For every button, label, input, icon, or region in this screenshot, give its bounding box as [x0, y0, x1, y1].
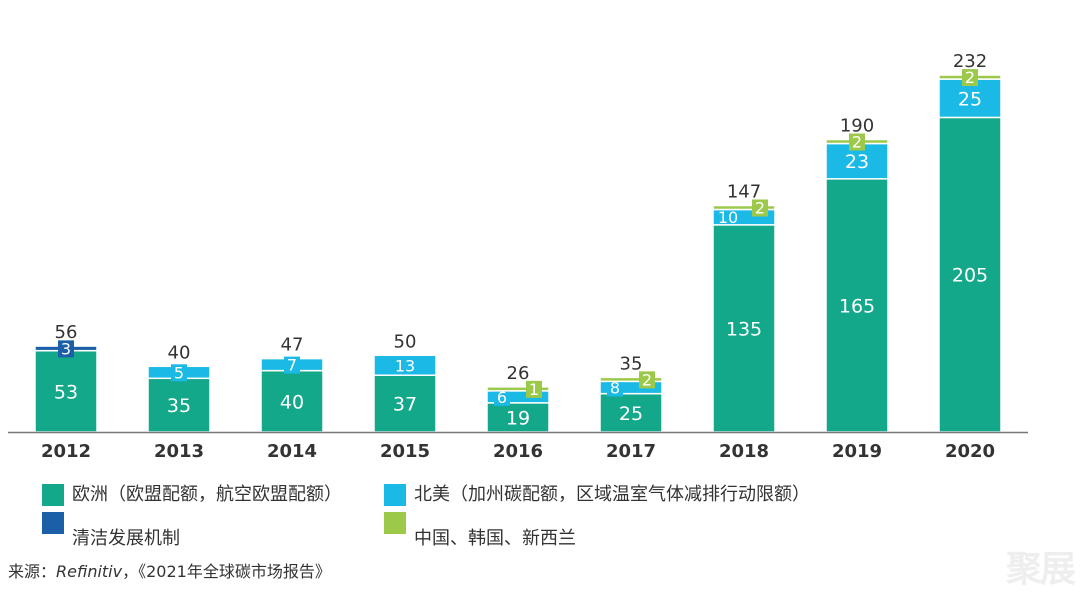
bar-segment: [486, 402, 550, 433]
data-label: 10: [718, 208, 738, 227]
legend-item-north-america: 北美（加州碳配额，区域温室气体减排行动限额）: [384, 484, 810, 506]
total-label: 56: [55, 322, 78, 343]
x-tick-label: 2017: [606, 441, 656, 462]
data-label: 6: [497, 388, 507, 407]
bar-segment: [938, 116, 1002, 433]
source-sep: ，: [122, 562, 139, 581]
x-tick-label: 2012: [41, 441, 91, 462]
data-label: 1: [529, 380, 539, 399]
data-label: 5: [174, 363, 184, 382]
total-label: 147: [727, 182, 761, 203]
total-label: 190: [840, 116, 874, 137]
data-label-box: [752, 199, 768, 217]
data-label: 7: [287, 356, 297, 375]
data-label-box: [639, 371, 655, 389]
total-label: 26: [507, 363, 530, 384]
source-report: 《2021年全球碳市场报告》: [138, 562, 331, 581]
x-tick-label: 2015: [380, 441, 430, 462]
legend-swatch-europe: [42, 484, 64, 506]
bar-segment: [712, 224, 776, 433]
x-tick-label: 2014: [267, 441, 317, 462]
source-note: 来源：Refinitiv，《2021年全球碳市场报告》: [8, 558, 331, 582]
total-label: 35: [620, 353, 643, 374]
legend-swatch-north-america: [384, 484, 406, 506]
data-label-box: [962, 69, 978, 87]
data-label: 13: [395, 356, 415, 375]
data-label: 23: [845, 151, 869, 173]
legend-label-cdm: 清洁发展机制: [72, 528, 180, 549]
x-tick-label: 2016: [493, 441, 543, 462]
data-label: 2: [755, 199, 765, 218]
data-label: 25: [958, 88, 982, 110]
data-label-box: [171, 364, 187, 382]
x-tick-label: 2019: [832, 441, 882, 462]
legend-item-europe: 欧洲（欧盟配额，航空欧盟配额）: [42, 484, 342, 506]
source-name: Refinitiv: [56, 562, 123, 581]
data-label-box: [607, 379, 623, 397]
x-tick-label: 2013: [154, 441, 204, 462]
watermark-logo: 聚展: [1005, 549, 1076, 590]
data-label-box: [58, 340, 74, 358]
bar-segment: [34, 349, 98, 433]
data-label: 19: [506, 407, 530, 429]
data-label: 3: [61, 339, 71, 358]
data-label: 205: [952, 265, 988, 287]
legend-label-europe: 欧洲（欧盟配额，航空欧盟配额）: [72, 484, 342, 505]
data-label: 2: [642, 370, 652, 389]
legend-item-cdm: 清洁发展机制: [42, 512, 180, 550]
bar-segment: [599, 376, 663, 383]
legend-label-north-america: 北美（加州碳配额，区域温室气体减排行动限额）: [414, 484, 810, 505]
legend-item-china: 中国、韩国、新西兰: [384, 512, 576, 550]
data-label: 2: [965, 68, 975, 87]
bar-segment: [486, 386, 550, 392]
bar-segment: [260, 369, 324, 433]
total-label: 40: [168, 342, 191, 363]
data-label: 165: [839, 295, 875, 317]
stacked-bar-chart: 5335620123554020134074720143713502015196…: [8, 51, 1028, 462]
bar-segment: [147, 377, 211, 433]
data-label: 8: [610, 379, 620, 398]
data-label: 135: [726, 318, 762, 340]
legend-swatch-cdm: [42, 512, 64, 534]
data-label-box: [284, 356, 300, 374]
data-label: 35: [167, 395, 191, 417]
source-prefix: 来源：: [8, 562, 57, 581]
data-label-box: [526, 380, 542, 398]
total-label: 47: [281, 335, 304, 356]
x-tick-label: 2018: [719, 441, 769, 462]
legend-swatch-china: [384, 512, 406, 534]
bar-segment: [599, 392, 663, 433]
bar-segment: [373, 354, 437, 376]
bar-segment: [712, 204, 776, 211]
data-label: 40: [280, 391, 304, 413]
data-label: 37: [393, 394, 417, 416]
data-label: 2: [852, 133, 862, 152]
data-label: 25: [619, 403, 643, 425]
data-label: 53: [54, 381, 78, 403]
legend-label-china: 中国、韩国、新西兰: [414, 528, 576, 549]
x-tick-label: 2020: [945, 441, 995, 462]
total-label: 232: [953, 51, 987, 72]
bar-segment: [825, 178, 889, 433]
data-label-box: [849, 133, 865, 151]
data-label-box: [494, 388, 510, 406]
total-label: 50: [394, 331, 417, 352]
